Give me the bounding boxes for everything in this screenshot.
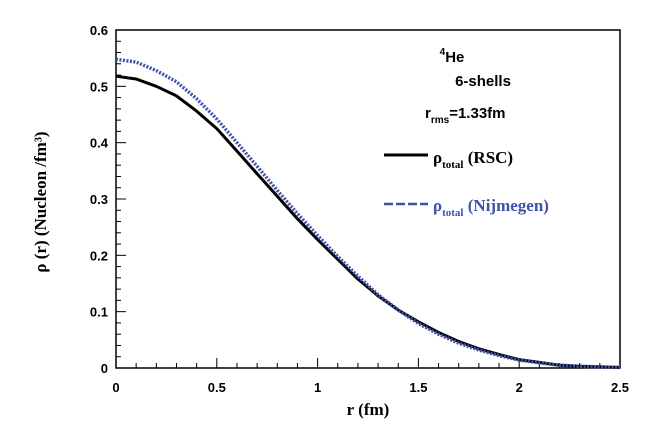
- y-tick-label: 0.4: [90, 136, 109, 151]
- shells-annotation: 6-shells: [455, 73, 511, 90]
- rrms-annotation: rrms=1.33fm: [425, 105, 506, 126]
- y-tick-label: 0.1: [90, 305, 108, 320]
- x-tick-label: 2.5: [611, 380, 629, 395]
- nucleus-mass: 4: [440, 47, 446, 58]
- rrms-main: r: [425, 105, 431, 122]
- y-tick-label: 0: [101, 361, 108, 376]
- series-line-nijmegen: [115, 57, 621, 370]
- x-tick-label: 0.5: [208, 380, 226, 395]
- rrms-sub: rms: [431, 115, 450, 126]
- series-line-rsc: [115, 74, 621, 369]
- y-tick-label: 0.5: [90, 79, 108, 94]
- y-tick-label: 0.6: [90, 23, 108, 38]
- y-tick-label: 0.3: [90, 192, 108, 207]
- x-axis-label: r (fm): [347, 400, 390, 419]
- x-tick-label: 1.5: [409, 380, 427, 395]
- legend-label-nijmegen: ρtotal (Nijmegen): [433, 196, 549, 219]
- y-tick-label: 0.2: [90, 248, 108, 263]
- legend: ρtotal (RSC) ρtotal (Nijmegen): [384, 148, 549, 219]
- x-tick-label: 0: [112, 380, 119, 395]
- y-axis-label: ρ (r) (Nucleon /fm³): [31, 131, 50, 272]
- legend-label-rsc: ρtotal (RSC): [433, 148, 513, 171]
- x-tick-label: 1: [314, 380, 321, 395]
- rrms-value: =1.33fm: [449, 105, 505, 122]
- nucleus-annotation: 4He: [440, 47, 465, 66]
- nucleus-symbol: He: [445, 49, 464, 66]
- x-tick-label: 2: [516, 380, 523, 395]
